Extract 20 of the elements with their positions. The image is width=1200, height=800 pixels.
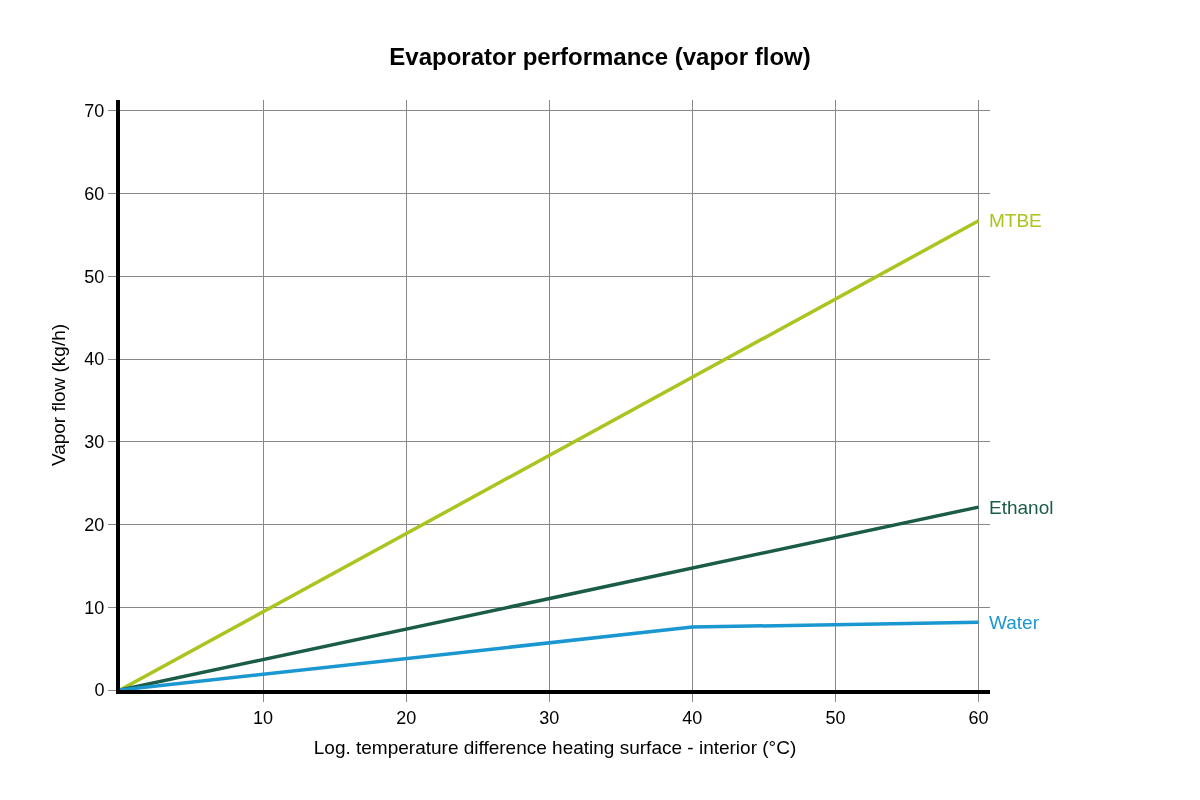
y-tick-label: 40 (84, 349, 105, 370)
x-tick-label: 60 (968, 707, 989, 728)
x-tick-label: 40 (682, 707, 703, 728)
series-label: Ethanol (989, 497, 1054, 518)
y-tick-label: 60 (84, 183, 105, 204)
x-axis-title: Log. temperature difference heating surface - interior (°C) (313, 736, 797, 758)
y-tick-label: 30 (84, 432, 105, 453)
y-tick-label: 0 (94, 680, 105, 701)
y-tick-label: 70 (84, 101, 105, 122)
x-tick-label: 30 (539, 707, 560, 728)
y-tick-label: 10 (84, 597, 105, 618)
x-tick-label: 10 (253, 707, 274, 728)
series-label: Water (989, 612, 1040, 633)
y-axis-title: Vapor flow (kg/h) (47, 323, 69, 467)
x-tick-label: 20 (396, 707, 417, 728)
series-label: MTBE (989, 210, 1042, 231)
y-tick-label: 50 (84, 266, 105, 287)
y-tick-label: 20 (84, 514, 105, 535)
chart-title: Evaporator performance (vapor flow) (389, 42, 811, 70)
x-tick-label: 50 (825, 707, 846, 728)
